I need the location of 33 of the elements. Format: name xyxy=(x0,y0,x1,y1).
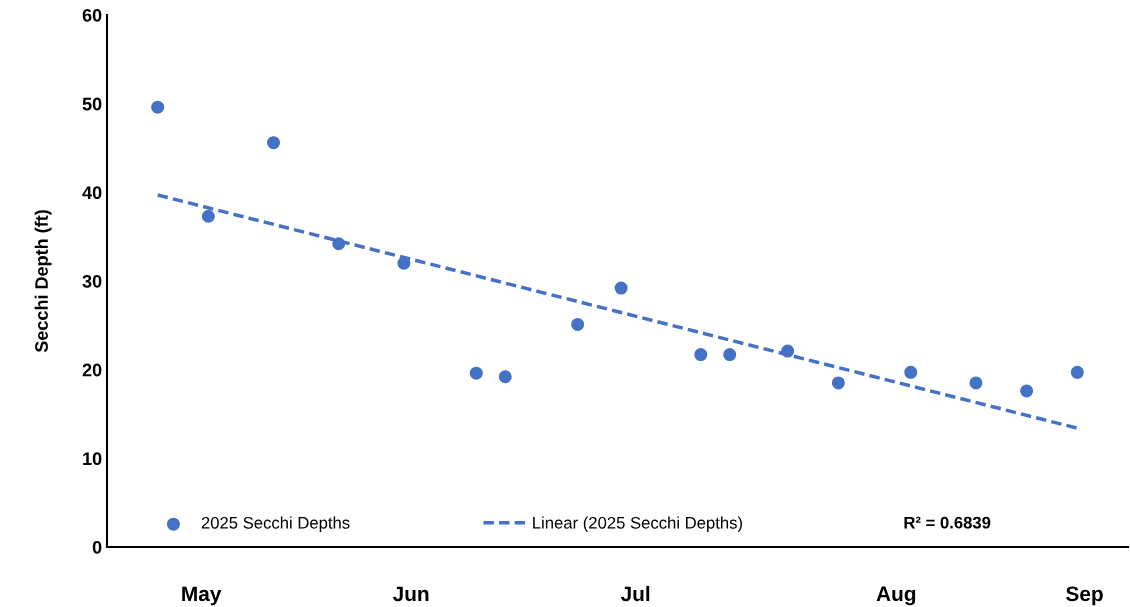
point xyxy=(498,370,512,384)
point xyxy=(469,366,483,380)
x-tick-label: Jul xyxy=(620,585,650,602)
point xyxy=(267,136,281,150)
x-tick-label: Jun xyxy=(392,586,429,602)
point xyxy=(151,100,165,114)
x-tick-label: Aug xyxy=(876,586,916,606)
x-tick-label: May xyxy=(182,586,222,606)
y-tick-label: 40 xyxy=(82,186,102,200)
point xyxy=(1070,365,1084,379)
y-tick-label: 0 xyxy=(92,540,102,554)
y-tick-label: 60 xyxy=(82,8,102,22)
point xyxy=(694,348,708,362)
point xyxy=(904,365,918,379)
point xyxy=(571,317,585,331)
point xyxy=(831,376,845,390)
legend-label: Linear (2025 Secchi Depths) xyxy=(533,516,742,532)
y-tick-label: 20 xyxy=(82,363,102,377)
point xyxy=(1020,384,1034,398)
legend-label: 2025 Secchi Depths xyxy=(201,516,350,532)
point xyxy=(723,348,737,362)
y-tick-label: 10 xyxy=(83,452,102,466)
point xyxy=(397,256,411,270)
annotation: R² = 0.6839 xyxy=(904,516,991,529)
point xyxy=(614,281,628,295)
y-tick-label: 50 xyxy=(82,97,102,111)
y-axis-title: Secchi Depth (ft) xyxy=(34,210,52,353)
y-tick-label: 30 xyxy=(82,274,102,288)
point xyxy=(201,209,215,223)
point xyxy=(781,344,795,358)
point xyxy=(332,237,346,251)
point xyxy=(969,376,983,390)
x-tick-label: Sep xyxy=(1066,586,1103,606)
